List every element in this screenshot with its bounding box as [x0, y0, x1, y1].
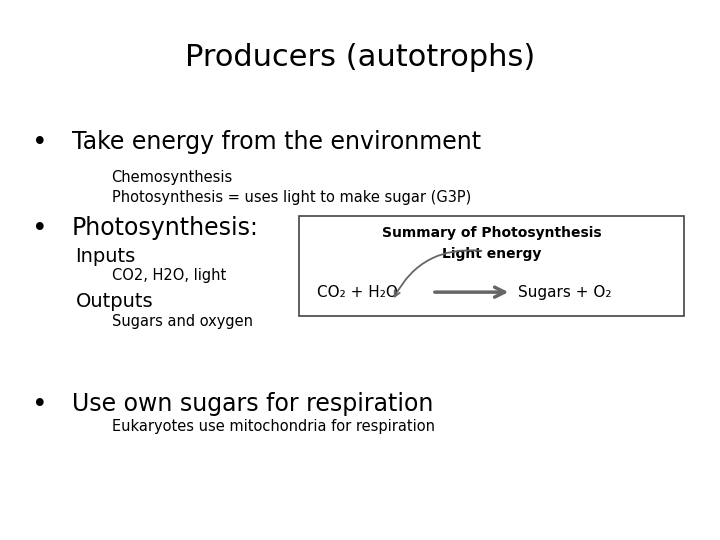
Text: •: •: [32, 392, 48, 417]
Text: Chemosynthesis: Chemosynthesis: [112, 170, 233, 185]
Text: Outputs: Outputs: [76, 292, 153, 310]
Text: Summary of Photosynthesis: Summary of Photosynthesis: [382, 226, 601, 240]
FancyBboxPatch shape: [299, 216, 684, 316]
Text: Sugars + O₂: Sugars + O₂: [518, 285, 612, 300]
Text: CO₂ + H₂O: CO₂ + H₂O: [317, 285, 397, 300]
Text: CO2, H2O, light: CO2, H2O, light: [112, 268, 226, 284]
Text: •: •: [32, 216, 48, 242]
Text: Producers (autotrophs): Producers (autotrophs): [185, 43, 535, 72]
Text: Eukaryotes use mitochondria for respiration: Eukaryotes use mitochondria for respirat…: [112, 418, 435, 434]
Text: Photosynthesis:: Photosynthesis:: [72, 216, 259, 240]
Text: Inputs: Inputs: [76, 247, 136, 266]
Text: Photosynthesis = uses light to make sugar (G3P): Photosynthesis = uses light to make suga…: [112, 190, 471, 205]
Text: •: •: [32, 130, 48, 156]
Text: Sugars and oxygen: Sugars and oxygen: [112, 314, 253, 329]
Text: Use own sugars for respiration: Use own sugars for respiration: [72, 392, 433, 415]
Text: Light energy: Light energy: [441, 247, 541, 261]
Text: Take energy from the environment: Take energy from the environment: [72, 130, 481, 153]
